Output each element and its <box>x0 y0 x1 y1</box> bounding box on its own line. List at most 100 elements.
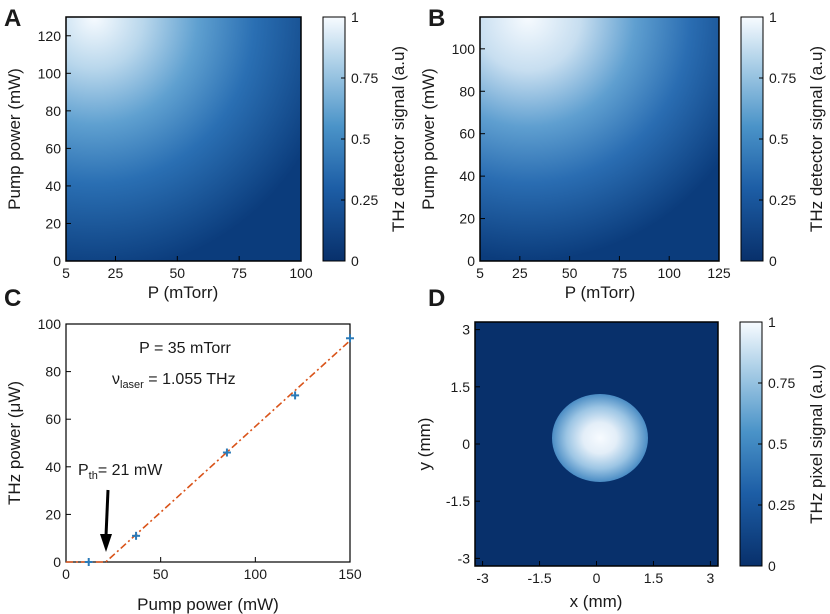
data-point <box>291 391 300 400</box>
x-tick-label: 3 <box>707 570 715 586</box>
panel-letter-b: B <box>428 5 445 32</box>
plot-frame-c <box>65 323 351 563</box>
colorbar-label-a: THz detector signal (a.u) <box>389 46 408 232</box>
y-tick-label: 1.5 <box>451 379 471 395</box>
panel-letter-d: D <box>428 285 445 312</box>
annotation-laser-frequency: νlaser = 1.055 THz <box>112 371 236 391</box>
data-point <box>132 531 141 540</box>
x-tick-label: 50 <box>562 265 578 281</box>
heatmap-a <box>66 17 301 261</box>
y-tick-label: 60 <box>459 126 475 142</box>
y-tick-label: 0 <box>462 436 470 452</box>
y-tick-label: -1.5 <box>446 493 470 509</box>
data-point <box>222 448 231 457</box>
y-tick-label: 0 <box>53 554 61 570</box>
x-tick-label: 1.5 <box>644 570 664 586</box>
annotation-pressure: P = 35 mTorr <box>139 340 231 357</box>
x-tick-label: 75 <box>231 265 247 281</box>
y-tick-label: 40 <box>45 459 61 475</box>
x-axis-label-b: P (mTorr) <box>565 283 636 302</box>
colorbar-tick-label: 0.25 <box>768 497 795 513</box>
panel-letter-a: A <box>4 5 21 32</box>
colorbar-tick-label: 1 <box>769 9 777 25</box>
laser-subscript: laser <box>120 379 144 391</box>
x-axis-label-c: Pump power (mW) <box>137 595 279 614</box>
colorbar-tick-label: 0.5 <box>351 131 371 147</box>
y-tick-label: 60 <box>45 140 61 156</box>
y-tick-label: 100 <box>452 41 476 57</box>
y-tick-label: 80 <box>459 83 475 99</box>
colorbar-tick-label: 0.75 <box>768 375 795 391</box>
y-tick-label: 120 <box>38 28 62 44</box>
y-tick-label: 0 <box>467 253 475 269</box>
panel-d: -3 -1.5 0 1.5 3 -3 -1.5 0 1.5 3 x (mm) y (mm) 0 0.… <box>415 314 826 611</box>
threshold-arrow <box>100 489 112 552</box>
annotation-threshold: Pth= 21 mW <box>78 462 163 482</box>
x-tick-label: 50 <box>153 566 169 582</box>
colorbar-tick-label: 0.25 <box>351 192 378 208</box>
fit-line <box>66 340 351 563</box>
y-axis-label-b: Pump power (mW) <box>419 68 438 210</box>
heatmap-b <box>480 17 719 261</box>
colorbar-tick-label: 0 <box>769 253 777 269</box>
y-tick-label: 60 <box>45 411 61 427</box>
threshold-subscript: th <box>89 470 98 482</box>
plot-frame-b <box>479 16 720 262</box>
colorbar-label-d: THz pixel signal (a.u) <box>807 364 826 524</box>
data-point <box>346 334 354 343</box>
y-tick-label: -3 <box>458 550 471 566</box>
y-axis-label-a: Pump power (mW) <box>5 68 24 210</box>
x-tick-label: 100 <box>244 566 268 582</box>
data-point <box>84 558 93 566</box>
x-tick-label: 0 <box>62 566 70 582</box>
colorbar-label-b: THz detector signal (a.u) <box>807 46 826 232</box>
y-tick-label: 3 <box>462 322 470 338</box>
colorbar-tick-label: 0.5 <box>769 131 789 147</box>
y-tick-label: 40 <box>459 168 475 184</box>
x-tick-label: 100 <box>289 265 313 281</box>
threshold-p: P <box>78 462 89 479</box>
panel-letter-c: C <box>4 285 21 312</box>
y-axis-label-d: y (mm) <box>415 418 434 471</box>
x-tick-label: 100 <box>658 265 682 281</box>
colorbar-tick-label: 1 <box>351 9 359 25</box>
laser-nu-symbol: ν <box>112 371 120 388</box>
x-tick-label: 50 <box>170 265 186 281</box>
colorbar-tick-label: 0.75 <box>351 70 378 86</box>
colorbar-tick-label: 0 <box>768 558 776 574</box>
x-axis-label-a: P (mTorr) <box>148 283 219 302</box>
y-tick-label: 40 <box>45 178 61 194</box>
x-tick-label: 125 <box>707 265 731 281</box>
threshold-value: = 21 mW <box>98 462 163 479</box>
x-tick-label: 5 <box>62 265 70 281</box>
colorbar-tick-label: 0 <box>351 253 359 269</box>
y-axis-label-c: THz power (μW) <box>5 381 24 505</box>
colorbar-tick-label: 1 <box>768 314 776 330</box>
plot-frame-a <box>65 16 302 262</box>
y-tick-label: 80 <box>45 103 61 119</box>
colorbar-tick-label: 0.25 <box>769 192 796 208</box>
x-tick-label: 0 <box>593 570 601 586</box>
panel-c: 0 50 100 150 0 20 40 60 80 100 P = 35 mTorr νlase… <box>5 316 362 614</box>
x-tick-label: 5 <box>476 265 484 281</box>
colorbar-tick-label: 0.5 <box>768 436 788 452</box>
y-tick-label: 100 <box>38 316 62 332</box>
x-tick-label: -1.5 <box>527 570 551 586</box>
y-tick-label: 20 <box>45 215 61 231</box>
x-axis-label-d: x (mm) <box>570 592 623 611</box>
panel-a: 5 25 50 75 100 0 20 40 60 80 100 120 P (mTorr) Pump… <box>5 9 408 302</box>
x-tick-label: 75 <box>612 265 628 281</box>
x-tick-label: -3 <box>476 570 489 586</box>
colorbar-tick-label: 0.75 <box>769 70 796 86</box>
y-tick-label: 80 <box>45 364 61 380</box>
panel-b: 5 25 50 75 100 125 0 20 40 60 80 100 P (mTorr) Pump… <box>419 9 826 302</box>
y-tick-label: 20 <box>45 506 61 522</box>
x-tick-label: 25 <box>512 265 528 281</box>
x-tick-label: 25 <box>108 265 124 281</box>
x-tick-label: 150 <box>338 566 362 582</box>
y-tick-label: 100 <box>38 65 62 81</box>
laser-value: = 1.055 THz <box>144 371 236 388</box>
y-tick-label: 20 <box>459 211 475 227</box>
y-tick-label: 0 <box>53 253 61 269</box>
